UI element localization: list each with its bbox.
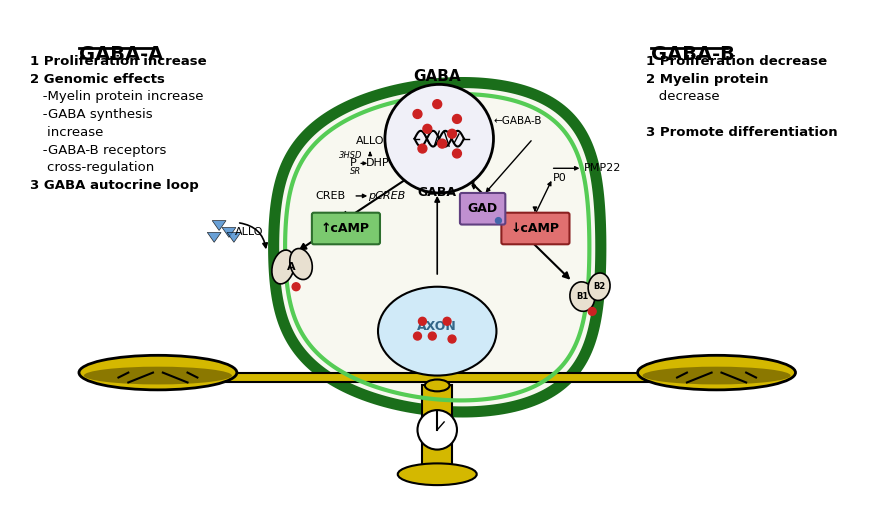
Ellipse shape [84, 367, 232, 385]
Text: B2: B2 [593, 282, 605, 291]
Ellipse shape [642, 367, 790, 385]
Polygon shape [222, 228, 236, 237]
Polygon shape [207, 232, 222, 242]
Text: GAD: GAD [468, 202, 498, 215]
Text: P0: P0 [553, 173, 566, 183]
Ellipse shape [290, 248, 312, 279]
FancyBboxPatch shape [312, 213, 380, 244]
Text: 3 GABA autocrine loop: 3 GABA autocrine loop [29, 179, 198, 192]
Text: P: P [350, 159, 357, 168]
Circle shape [417, 410, 457, 450]
Polygon shape [213, 221, 226, 230]
Text: ALLO: ALLO [356, 136, 385, 146]
Text: GABA: GABA [417, 186, 456, 200]
Ellipse shape [79, 355, 237, 390]
Text: ↑cAMP: ↑cAMP [321, 222, 370, 235]
Text: 3HSD: 3HSD [338, 151, 362, 160]
Circle shape [414, 332, 422, 340]
Text: GABA-A: GABA-A [79, 45, 163, 64]
Text: increase: increase [29, 126, 103, 139]
Circle shape [495, 218, 501, 223]
Text: 2 Genomic effects: 2 Genomic effects [29, 72, 165, 86]
Text: GABA: GABA [414, 69, 461, 85]
Ellipse shape [570, 282, 595, 311]
Circle shape [418, 317, 426, 325]
Text: PMP22: PMP22 [584, 163, 622, 173]
Text: SR: SR [350, 167, 361, 176]
FancyBboxPatch shape [501, 213, 570, 244]
Text: -Myelin protein increase: -Myelin protein increase [29, 90, 203, 103]
Text: 1 Proliferation decrease: 1 Proliferation decrease [647, 55, 828, 68]
Text: CREB: CREB [315, 191, 346, 201]
FancyBboxPatch shape [460, 193, 505, 225]
Text: 2 Myelin protein: 2 Myelin protein [647, 72, 769, 86]
Circle shape [588, 307, 596, 315]
Circle shape [292, 283, 300, 290]
Circle shape [418, 144, 427, 153]
Text: A: A [287, 262, 295, 272]
Text: cross-regulation: cross-regulation [29, 161, 154, 174]
Text: -GABA-B receptors: -GABA-B receptors [29, 144, 166, 156]
Ellipse shape [638, 355, 796, 390]
Text: 1 Proliferation increase: 1 Proliferation increase [29, 55, 206, 68]
Text: 3 Promote differentiation: 3 Promote differentiation [647, 126, 838, 139]
Text: ↓cAMP: ↓cAMP [510, 222, 559, 235]
Bar [98, 372, 776, 383]
Bar [423, 385, 452, 474]
Text: pCREB: pCREB [369, 191, 406, 201]
Circle shape [443, 317, 451, 325]
Circle shape [448, 335, 456, 343]
Text: B1: B1 [576, 292, 588, 301]
Ellipse shape [378, 287, 496, 376]
Text: AXON: AXON [417, 320, 457, 332]
Circle shape [428, 332, 436, 340]
Circle shape [413, 110, 422, 119]
Circle shape [438, 139, 447, 148]
Text: ←GABA-B: ←GABA-B [494, 116, 542, 126]
Circle shape [385, 85, 494, 193]
Ellipse shape [588, 273, 610, 301]
Text: decrease: decrease [647, 90, 720, 103]
Ellipse shape [425, 379, 449, 392]
Polygon shape [227, 232, 241, 242]
Circle shape [432, 99, 442, 109]
Circle shape [453, 114, 462, 123]
Text: -GABA synthesis: -GABA synthesis [29, 108, 152, 121]
Ellipse shape [272, 250, 295, 284]
Circle shape [447, 129, 456, 138]
Text: GABA-B: GABA-B [651, 45, 735, 64]
Circle shape [453, 149, 462, 158]
Circle shape [423, 124, 431, 133]
Polygon shape [274, 82, 601, 412]
Text: ALLO: ALLO [235, 228, 263, 237]
Ellipse shape [398, 463, 477, 485]
Text: DHP: DHP [366, 159, 390, 168]
